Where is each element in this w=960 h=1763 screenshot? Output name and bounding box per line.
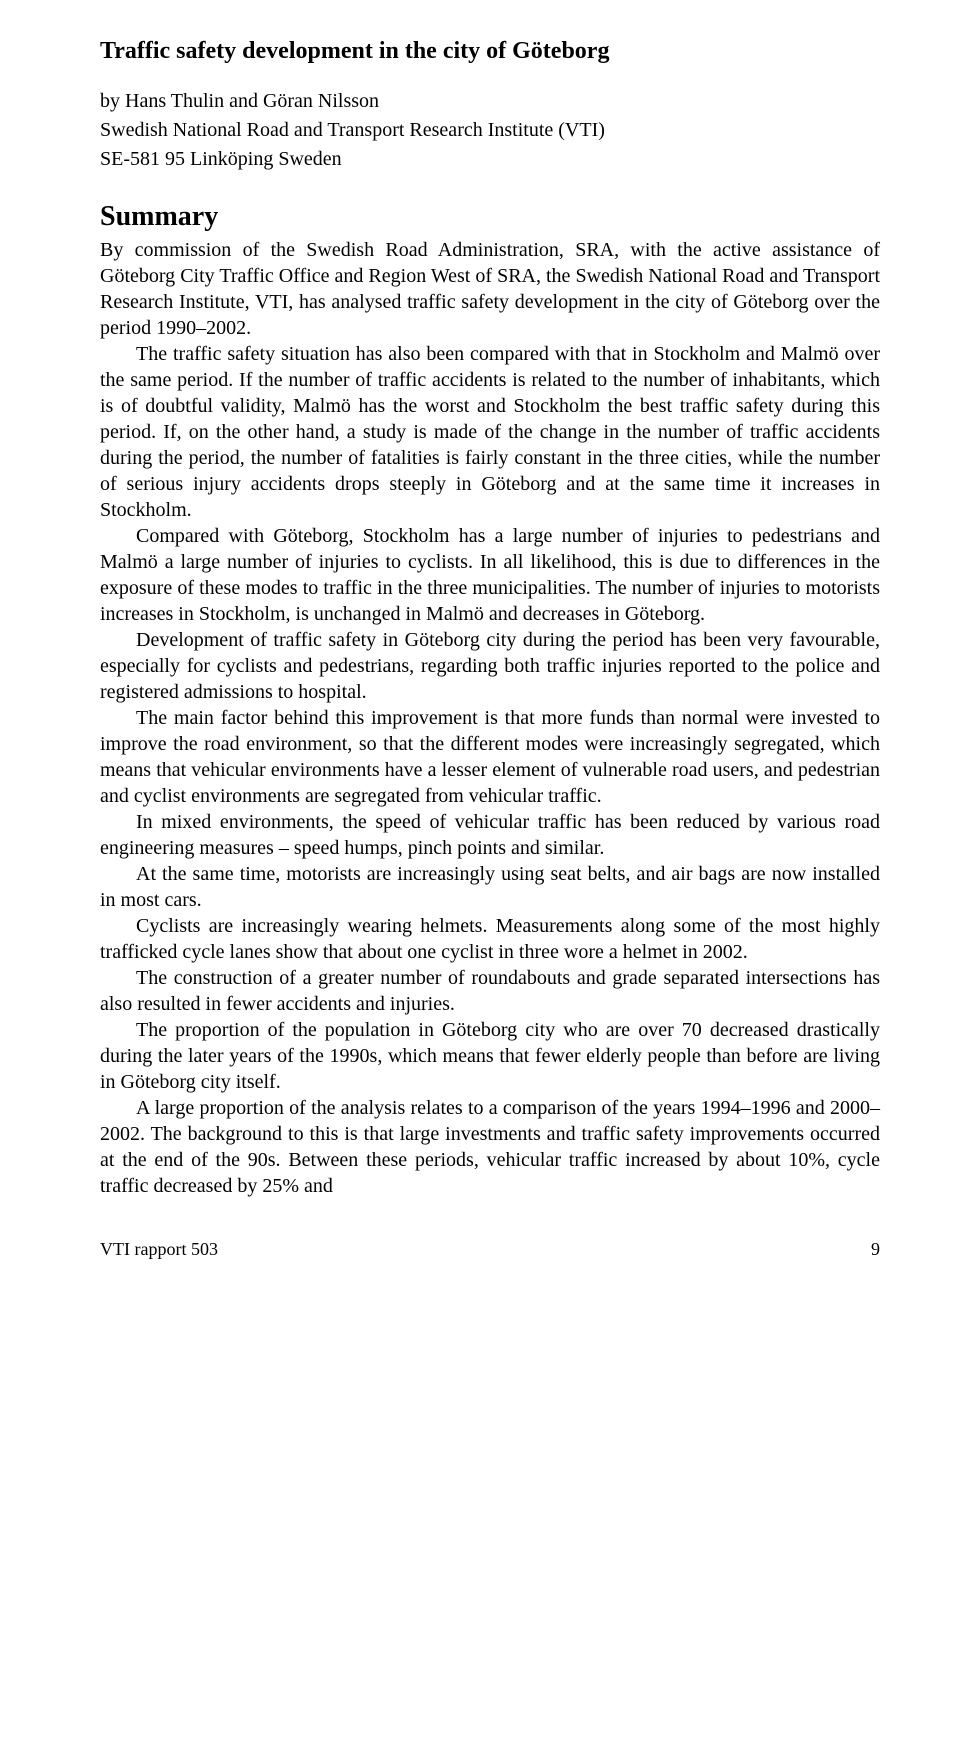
summary-paragraph: The traffic safety situation has also be… [100, 341, 880, 523]
summary-heading: Summary [100, 201, 880, 233]
summary-paragraph: By commission of the Swedish Road Admini… [100, 237, 880, 341]
page-footer: VTI rapport 503 9 [100, 1239, 880, 1260]
footer-report-id: VTI rapport 503 [100, 1239, 218, 1260]
summary-paragraph: In mixed environments, the speed of vehi… [100, 809, 880, 861]
document-title: Traffic safety development in the city o… [100, 36, 880, 66]
summary-paragraph: The main factor behind this improvement … [100, 705, 880, 809]
footer-page-number: 9 [871, 1239, 880, 1260]
summary-paragraph: At the same time, motorists are increasi… [100, 861, 880, 913]
byline-address: SE-581 95 Linköping Sweden [100, 146, 880, 173]
summary-paragraph: Development of traffic safety in Götebor… [100, 627, 880, 705]
byline-authors: by Hans Thulin and Göran Nilsson [100, 88, 880, 115]
summary-body: By commission of the Swedish Road Admini… [100, 237, 880, 1199]
page: Traffic safety development in the city o… [0, 0, 960, 1300]
summary-paragraph: Compared with Göteborg, Stockholm has a … [100, 523, 880, 627]
summary-paragraph: The construction of a greater number of … [100, 965, 880, 1017]
summary-paragraph: Cyclists are increasingly wearing helmet… [100, 913, 880, 965]
byline-institute: Swedish National Road and Transport Rese… [100, 117, 880, 144]
summary-paragraph: The proportion of the population in Göte… [100, 1017, 880, 1095]
summary-paragraph: A large proportion of the analysis relat… [100, 1095, 880, 1199]
